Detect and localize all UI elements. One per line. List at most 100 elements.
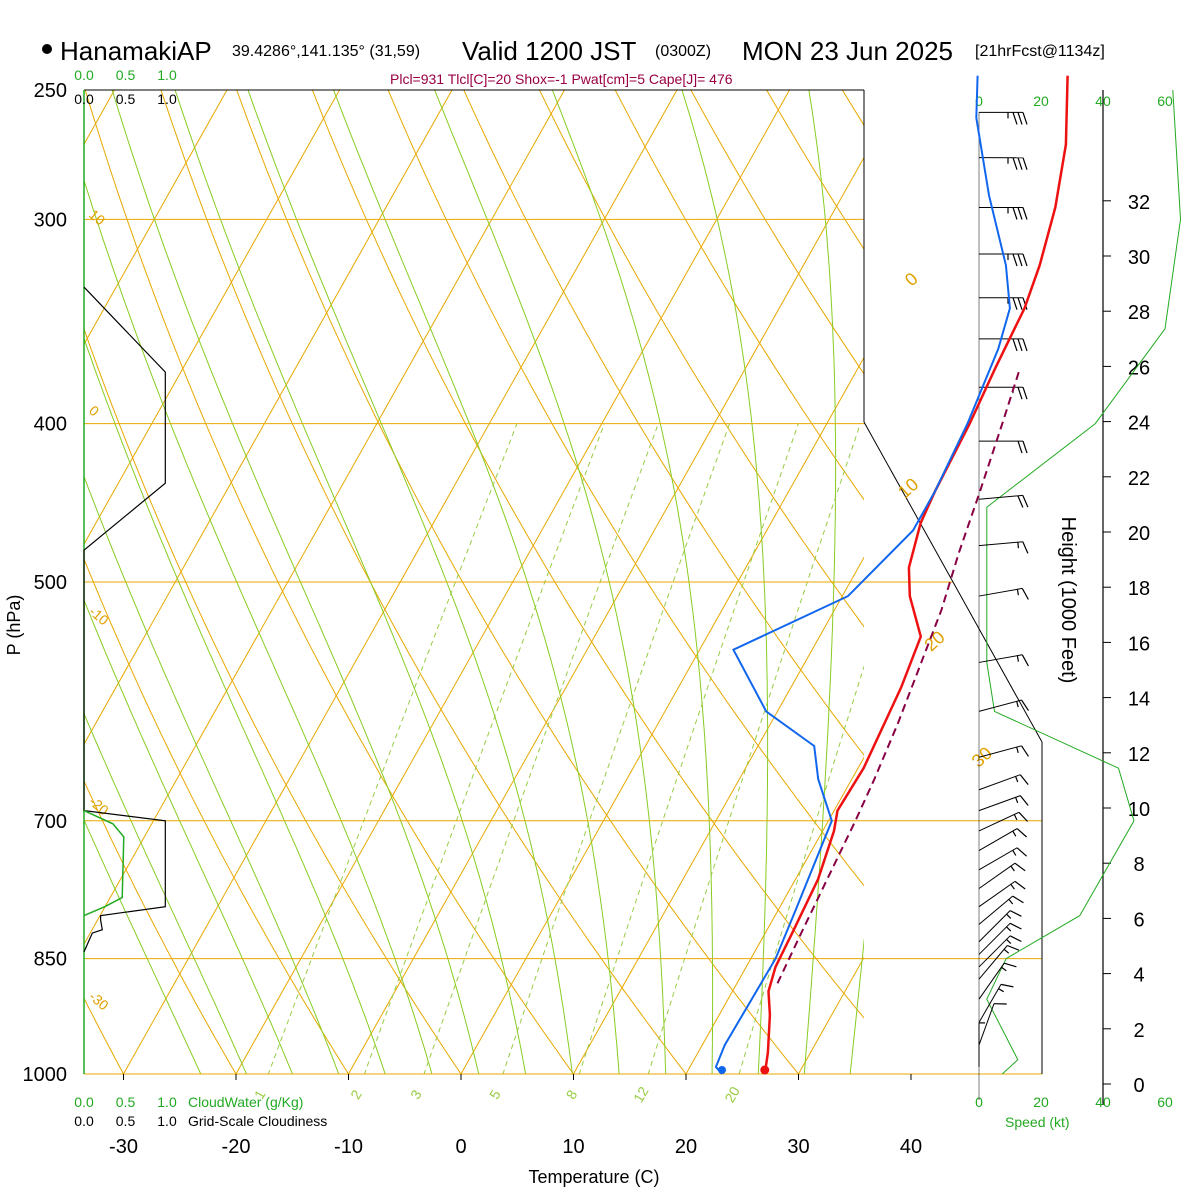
isotherm-line [572, 556, 864, 1074]
height-axis-title: Height (1000 Feet) [1057, 517, 1079, 684]
height-tick-label: 0 [1133, 1075, 1144, 1097]
isotherm-line [84, 90, 228, 346]
height-tick-label: 22 [1128, 468, 1150, 490]
moist-adiabat-line [84, 475, 340, 1074]
valid-date: MON 23 Jun 2025 [742, 36, 953, 66]
x-tick-label: -10 [334, 1136, 363, 1158]
x-tick-label: 10 [562, 1136, 584, 1158]
thermo-background [84, 61, 1200, 1109]
plot-frame [83, 89, 1043, 1074]
wind-barb [978, 111, 1028, 125]
wind-barb [978, 895, 1024, 925]
cloud-bottom-tick-green: 0.5 [116, 1094, 136, 1110]
dry-adiabat-line [900, 61, 1200, 1109]
wind-barb [978, 910, 1022, 943]
height-tick-label: 28 [1128, 302, 1150, 324]
isotherm-label: 30 [968, 743, 996, 771]
dry-adiabat-line [975, 61, 1200, 1109]
mixing-ratio-label: 3 [407, 1087, 425, 1102]
wind-barb [978, 338, 1028, 352]
height-tick-label: 2 [1133, 1020, 1144, 1042]
mixing-ratio-line [363, 423, 605, 1074]
dry-adiabat-line [463, 90, 864, 757]
forecast-tag: [21hrFcst@1134z] [975, 43, 1105, 60]
wind-barb [978, 847, 1027, 871]
speed-bottom-tick: 40 [1095, 1094, 1111, 1110]
moist-adiabat-line [84, 598, 294, 1074]
height-tick-label: 30 [1128, 247, 1150, 269]
stability-params: Plcl=931 Tlcl[C]=20 Shox=-1 Pwat[cm]=5 C… [390, 71, 733, 87]
cloud-panel: 0.0 0.0 0.0 0.0 0.5 0.5 0.5 0.5 1.0 1.0 1.0 1.0 [74, 67, 177, 1129]
pressure-tick-label: 1000 [23, 1064, 68, 1086]
x-tick-label: 30 [787, 1136, 809, 1158]
speed-bottom-tick: 20 [1033, 1094, 1049, 1110]
isotherm-line [122, 90, 678, 1074]
isotherm-label: 0 [901, 269, 922, 291]
height-tick-label: 8 [1133, 854, 1144, 876]
cloudiness-label: Grid-Scale Cloudiness [188, 1113, 327, 1129]
isotherm-line [84, 90, 566, 946]
dry-adiabat-line [160, 90, 687, 1074]
wind-barb [978, 541, 1029, 554]
mixing-ratio-line [267, 423, 518, 1074]
dry-adiabat-line [84, 327, 462, 1074]
dry-adiabat-label: -20 [86, 793, 112, 818]
surface-dewpoint-dot [718, 1066, 726, 1074]
parcel-line [776, 367, 1021, 984]
sounding-series [714, 75, 1069, 1075]
isotherm-line [460, 356, 864, 1074]
height-panel: 0246810121416182022242628303200202040406… [975, 89, 1182, 1110]
speed-top-tick: 0 [975, 93, 983, 109]
height-tick-label: 18 [1128, 578, 1150, 600]
wind-barb [978, 935, 1022, 968]
cloud-top-tick-green: 0.5 [116, 67, 136, 83]
moist-adiabat-line [551, 90, 714, 1074]
station-coords: 39.4286°,141.135° (31,59) [232, 43, 420, 60]
x-tick-label: 40 [900, 1136, 922, 1158]
wind-barb [978, 962, 1017, 1000]
dry-adiabat-line [538, 90, 864, 628]
dry-adiabat-line [84, 557, 350, 1074]
moist-adiabat-line [803, 90, 837, 1074]
moist-adiabat-line [84, 178, 433, 1074]
moist-adiabat-line [111, 90, 480, 1074]
mixing-ratio-line [647, 423, 861, 1074]
moist-adiabat-line [84, 337, 386, 1074]
speed-bottom-tick: 0 [975, 1094, 983, 1110]
y-axis-title: P (hPa) [4, 595, 24, 656]
cloud-water-label: CloudWater (g/Kg) [188, 1094, 303, 1110]
cloud-bottom-tick-black: 0.0 [74, 1113, 94, 1129]
pressure-tick-label: 300 [34, 209, 67, 231]
dewpoint-line [714, 75, 1011, 1075]
wind-barb [978, 253, 1028, 267]
cloud-top-tick-green: 0.0 [74, 67, 94, 83]
x-tick-label: -20 [222, 1136, 251, 1158]
moist-adiabat-line [333, 90, 620, 1074]
dry-adiabat-line [84, 997, 125, 1074]
wind-barb [978, 440, 1028, 454]
isotherm-label: 20 [920, 627, 948, 655]
wind-barb [978, 157, 1028, 170]
height-tick-label: 14 [1128, 689, 1150, 711]
x-tick-label: 20 [675, 1136, 697, 1158]
mixing-ratio-line [738, 665, 864, 1074]
wind-barb [978, 587, 1029, 600]
height-tick-label: 10 [1128, 799, 1150, 821]
speed-label: Speed (kt) [1005, 1114, 1070, 1130]
wind-barb [978, 811, 1029, 832]
x-axis-title: Temperature (C) [528, 1167, 659, 1187]
mixing-ratio-line [423, 423, 659, 1074]
cloud-bottom-tick-green: 1.0 [157, 1094, 177, 1110]
height-tick-label: 24 [1128, 413, 1150, 435]
height-tick-label: 20 [1128, 523, 1150, 545]
cloud-bottom-tick-black: 1.0 [157, 1113, 177, 1129]
height-tick-label: 12 [1128, 744, 1150, 766]
isotherm-line [235, 90, 791, 1074]
isotherm-label: 10 [894, 474, 922, 502]
wind-barb [978, 699, 1030, 712]
height-tick-label: 26 [1128, 357, 1150, 379]
isotherm-line [84, 90, 453, 746]
cloud-bottom-tick-green: 0.0 [74, 1094, 94, 1110]
